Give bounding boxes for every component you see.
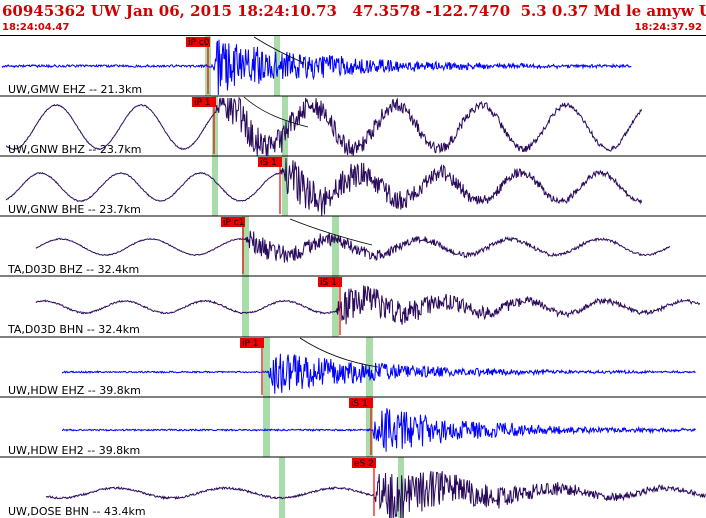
predicted-window	[242, 276, 249, 337]
pick-label[interactable]: iP c1	[223, 218, 244, 228]
pick-marker[interactable]: eS 2	[352, 458, 376, 516]
pick-marker[interactable]: iS 1	[318, 277, 342, 335]
travel-time-curve	[299, 337, 379, 368]
pick-marker[interactable]: iP c1	[221, 217, 245, 274]
station-label: UW,HDW EHZ -- 39.8km	[8, 384, 141, 397]
waveform-trace[interactable]	[1, 39, 632, 96]
predicted-window	[263, 397, 270, 457]
window-start-time: 18:24:04.47	[2, 22, 70, 33]
window-end-time: 18:24:37.92	[634, 22, 702, 33]
waveform-trace[interactable]	[5, 157, 643, 217]
predicted-window	[279, 457, 285, 518]
station-label: TA,D03D BHZ -- 32.4km	[7, 263, 139, 276]
predicted-window	[366, 397, 373, 457]
pick-label[interactable]: iP 1	[242, 339, 259, 349]
pick-marker[interactable]: iP 1	[240, 338, 264, 395]
predicted-window	[282, 156, 288, 216]
pick-label[interactable]: iS 1	[351, 399, 368, 409]
predicted-window	[274, 36, 280, 96]
station-label: TA,D03D BHN -- 32.4km	[7, 323, 140, 336]
station-label: UW,DOSE BHN -- 43.4km	[8, 505, 146, 518]
waveform-trace[interactable]	[61, 408, 696, 452]
pick-label[interactable]: eS 2	[354, 459, 374, 469]
pick-marker[interactable]: iP c0	[186, 37, 210, 94]
predicted-window	[282, 96, 288, 156]
pick-label[interactable]: iP 1	[194, 98, 211, 108]
travel-time-curve	[253, 36, 305, 64]
pick-marker[interactable]: iS 1	[258, 157, 282, 214]
predicted-window	[242, 216, 249, 276]
pick-label[interactable]: iS 1	[320, 278, 337, 288]
waveform-trace[interactable]	[35, 285, 701, 325]
station-label: UW,GMW EHZ -- 21.3km	[8, 83, 142, 96]
predicted-window	[263, 337, 270, 397]
station-label: UW,HDW EH2 -- 39.8km	[8, 444, 140, 457]
station-labels: UW,GMW EHZ -- 21.3km UW,GNW BHZ -- 23.7k…	[7, 83, 146, 518]
pick-marker[interactable]: iS 1	[349, 398, 373, 455]
pick-label[interactable]: iS 1	[260, 158, 277, 168]
phase-picks[interactable]: iP c0 iP 1 iS 1 iP c1 iS 1	[186, 37, 376, 516]
travel-time-curve	[243, 96, 309, 128]
travel-time-curve	[289, 218, 373, 246]
waveform-trace[interactable]	[5, 96, 643, 157]
trace-layer	[1, 39, 706, 518]
pick-marker[interactable]: iP 1	[192, 97, 216, 154]
predicted-window	[212, 156, 218, 216]
predicted-window	[332, 276, 339, 337]
waveform-trace[interactable]	[61, 353, 696, 394]
pick-label[interactable]: iP c0	[188, 38, 210, 48]
travel-time-curves	[243, 36, 379, 368]
station-label: UW,GNW BHE -- 23.7km	[8, 203, 141, 216]
waveform-trace[interactable]	[35, 230, 670, 263]
predicted-window	[212, 96, 218, 156]
seismogram-plot[interactable]: iP c0 iP 1 iS 1 iP c1 iS 1	[0, 35, 706, 518]
predicted-window	[332, 216, 339, 276]
station-label: UW,GNW BHZ -- 23.7km	[8, 143, 141, 156]
waveform-trace[interactable]	[45, 470, 706, 518]
panel-dividers	[0, 35, 706, 458]
event-header-title: 60945362 UW Jan 06, 2015 18:24:10.73 47.…	[2, 2, 706, 20]
